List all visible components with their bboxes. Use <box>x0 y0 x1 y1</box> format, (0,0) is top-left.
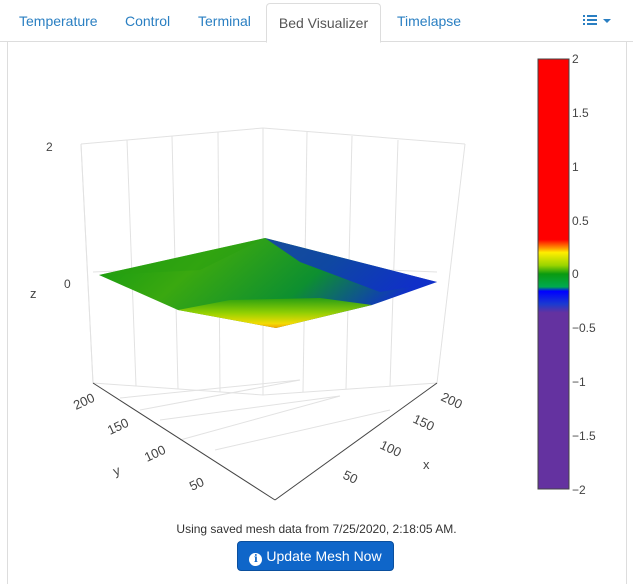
mesh-status-text: Using saved mesh data from 7/25/2020, 2:… <box>176 522 457 536</box>
tab-control[interactable]: Control <box>125 13 171 29</box>
colorbar <box>537 58 570 490</box>
mesh-surface <box>99 238 437 328</box>
update-mesh-button-label: Update Mesh Now <box>266 548 382 564</box>
colorbar-tick: 0.5 <box>572 214 589 228</box>
colorbar-tick: 1.5 <box>572 106 589 120</box>
z-tick: 2 <box>46 140 53 154</box>
x-tick: 100 <box>378 437 404 460</box>
update-mesh-button[interactable]: i Update Mesh Now <box>237 541 394 571</box>
colorbar-tick: 2 <box>572 52 579 66</box>
colorbar-tick: −2 <box>572 483 586 497</box>
bed-visualizer-panel <box>7 41 627 584</box>
tab-timelapse[interactable]: Timelapse <box>397 13 462 29</box>
y-axis-label: y <box>111 462 123 478</box>
caret-down-icon <box>603 19 611 23</box>
x-tick: 150 <box>411 411 437 434</box>
y-tick: 200 <box>71 390 97 413</box>
y-tick: 150 <box>105 415 131 438</box>
tab-bar: Temperature Control Terminal Bed Visuali… <box>0 0 633 43</box>
x-tick: 200 <box>439 389 465 412</box>
colorbar-tick: 1 <box>572 160 579 174</box>
tab-menu-toggle[interactable] <box>582 13 614 31</box>
x-axis-label: x <box>423 457 430 472</box>
tab-bed-visualizer[interactable]: Bed Visualizer <box>266 3 381 43</box>
tab-temperature[interactable]: Temperature <box>19 13 98 29</box>
y-tick: 100 <box>142 442 168 465</box>
z-axis-label: z <box>30 286 37 301</box>
colorbar-tick: −1 <box>572 375 586 389</box>
info-icon: i <box>249 553 263 566</box>
colorbar-tick: −0.5 <box>572 321 596 335</box>
y-tick: 50 <box>187 474 206 494</box>
z-tick: 0 <box>64 277 71 291</box>
plot-axes <box>92 382 438 501</box>
tab-terminal[interactable]: Terminal <box>198 13 251 29</box>
colorbar-tick: −1.5 <box>572 429 596 443</box>
x-tick: 50 <box>341 467 360 487</box>
list-icon <box>583 15 611 25</box>
colorbar-tick: 0 <box>572 267 579 281</box>
